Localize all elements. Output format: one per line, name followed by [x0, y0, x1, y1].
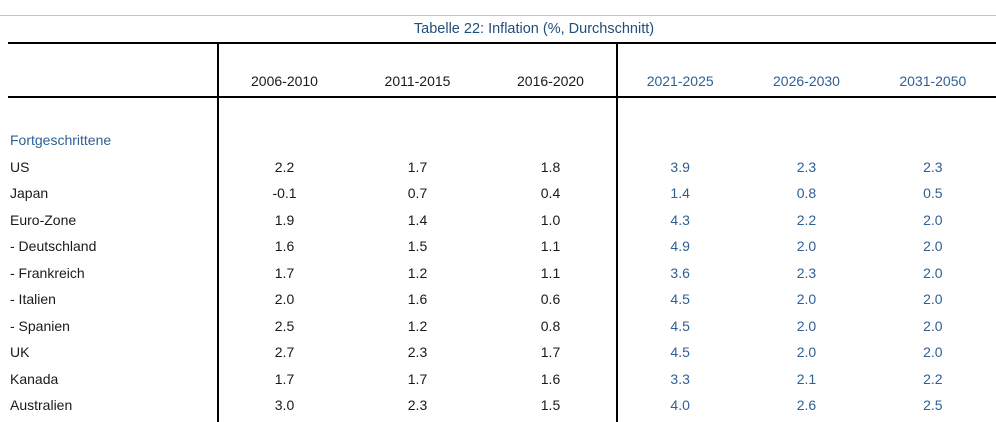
cell-value: 2.0	[796, 238, 817, 255]
cell-value: 2.2	[274, 158, 295, 175]
cell-value: 1.6	[540, 370, 561, 387]
cell-value: 2.0	[923, 211, 943, 228]
cell-value: 4.5	[670, 291, 690, 308]
cell-value: 0.8	[540, 317, 561, 334]
table-row: Kanada 1.7 1.7 1.6 3.3 2.1 2.2	[0, 366, 996, 393]
cell-value: 2.0	[923, 264, 943, 281]
cell-value: 1.2	[407, 264, 428, 281]
table-title: Tabelle 22: Inflation (%, Durchschnitt)	[413, 21, 655, 37]
cell-value: 2.3	[923, 158, 943, 175]
cell-value: 2.3	[796, 264, 817, 281]
table-row: Japan -0.1 0.7 0.4 1.4 0.8 0.5	[0, 180, 996, 207]
row-label: UK	[10, 344, 30, 361]
cell-value: 2.3	[407, 397, 428, 414]
row-label: - Frankreich	[10, 264, 85, 281]
table-row: - Deutschland 1.6 1.5 1.1 4.9 2.0 2.0	[0, 233, 996, 260]
cell-value: 1.1	[540, 238, 561, 255]
cell-value: 2.0	[923, 238, 943, 255]
table-row: US 2.2 1.7 1.8 3.9 2.3 2.3	[0, 154, 996, 181]
column-header: 2016-2020	[517, 73, 584, 89]
cell-value: 0.6	[540, 291, 561, 308]
group-row: Fortgeschrittene	[0, 127, 996, 154]
cell-value: 1.7	[407, 158, 428, 175]
cell-value: 0.8	[796, 185, 817, 202]
cell-value: 2.0	[796, 317, 817, 334]
cell-value: 2.5	[923, 397, 943, 414]
table-row: Euro-Zone 1.9 1.4 1.0 4.3 2.2 2.0	[0, 207, 996, 234]
cell-value: 3.0	[274, 397, 295, 414]
column-header: 2006-2010	[251, 73, 318, 89]
cell-value: 4.5	[670, 317, 690, 334]
cell-value: 0.7	[407, 185, 428, 202]
cell-value: 4.3	[670, 211, 690, 228]
cell-value: 4.5	[670, 344, 690, 361]
table-divider-left-section	[217, 42, 219, 422]
row-label: US	[10, 158, 30, 175]
cell-value: 1.1	[540, 264, 561, 281]
column-header-row: 2006-2010 2011-2015 2016-2020 2021-2025 …	[0, 43, 996, 96]
column-header: 2021-2025	[646, 73, 714, 89]
table-row: - Spanien 2.5 1.2 0.8 4.5 2.0 2.0	[0, 313, 996, 340]
row-label: Australien	[10, 397, 73, 414]
cell-value: 2.5	[274, 317, 295, 334]
cell-value: 2.6	[796, 397, 817, 414]
cell-value: 1.4	[407, 211, 428, 228]
cell-value: 2.2	[923, 370, 943, 387]
cell-value: 2.3	[407, 344, 428, 361]
row-label: Euro-Zone	[10, 211, 77, 228]
cell-value: 3.3	[670, 370, 690, 387]
table-row: - Italien 2.0 1.6 0.6 4.5 2.0 2.0	[0, 286, 996, 313]
cell-value: 4.0	[670, 397, 690, 414]
cell-value: -0.1	[272, 185, 297, 202]
cell-value: 2.0	[796, 291, 817, 308]
cell-value: 2.0	[923, 344, 943, 361]
cell-value: 2.1	[796, 370, 817, 387]
cell-value: 0.4	[540, 185, 561, 202]
row-label: - Italien	[10, 291, 56, 308]
row-label: - Deutschland	[10, 238, 97, 255]
cell-value: 1.2	[407, 317, 428, 334]
cell-value: 2.3	[796, 158, 817, 175]
cell-value: 1.8	[540, 158, 561, 175]
top-divider-rule	[0, 15, 996, 16]
cell-value: 2.0	[923, 317, 943, 334]
table-border-top	[8, 42, 996, 44]
column-header: 2031-2050	[899, 73, 967, 89]
column-header: 2011-2015	[384, 73, 451, 89]
cell-value: 1.7	[274, 264, 295, 281]
cell-value: 1.5	[540, 397, 561, 414]
cell-value: 1.7	[274, 370, 295, 387]
cell-value: 0.5	[923, 185, 943, 202]
cell-value: 4.9	[670, 238, 690, 255]
table-divider-right-section	[616, 42, 618, 422]
column-header: 2026-2030	[773, 73, 840, 89]
cell-value: 2.0	[796, 344, 817, 361]
cell-value: 3.9	[670, 158, 690, 175]
table-row: Australien 3.0 2.3 1.5 4.0 2.6 2.5	[0, 392, 996, 419]
cell-value: 1.7	[540, 344, 561, 361]
cell-value: 1.4	[670, 185, 690, 202]
cell-value: 2.2	[796, 211, 817, 228]
cell-value: 3.6	[670, 264, 690, 281]
cell-value: 2.0	[923, 291, 943, 308]
row-label: Kanada	[10, 370, 59, 387]
group-label: Fortgeschrittene	[10, 132, 112, 149]
cell-value: 1.6	[407, 291, 428, 308]
cell-value: 1.5	[407, 238, 428, 255]
row-label: - Spanien	[10, 317, 70, 334]
cell-value: 2.7	[274, 344, 295, 361]
table-row: - Frankreich 1.7 1.2 1.1 3.6 2.3 2.0	[0, 260, 996, 287]
cell-value: 2.0	[274, 291, 295, 308]
cell-value: 1.9	[274, 211, 295, 228]
table-row: UK 2.7 2.3 1.7 4.5 2.0 2.0	[0, 339, 996, 366]
header-gap-spacer	[0, 98, 996, 127]
cell-value: 1.6	[274, 238, 295, 255]
cell-value: 1.7	[407, 370, 428, 387]
table-body: Fortgeschrittene US 2.2 1.7 1.8 3.9 2.3 …	[0, 98, 996, 419]
table-border-header-bottom	[8, 96, 996, 98]
cell-value: 1.0	[540, 211, 561, 228]
row-label: Japan	[10, 185, 49, 202]
